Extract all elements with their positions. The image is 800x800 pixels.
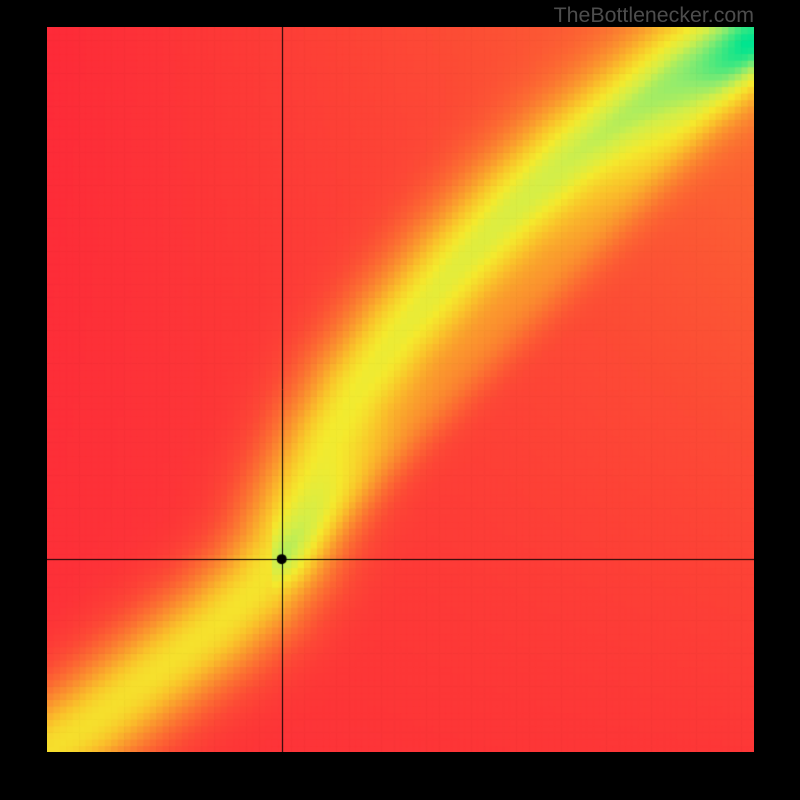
watermark-text: TheBottlenecker.com [554, 3, 754, 28]
bottleneck-heatmap [47, 27, 754, 752]
